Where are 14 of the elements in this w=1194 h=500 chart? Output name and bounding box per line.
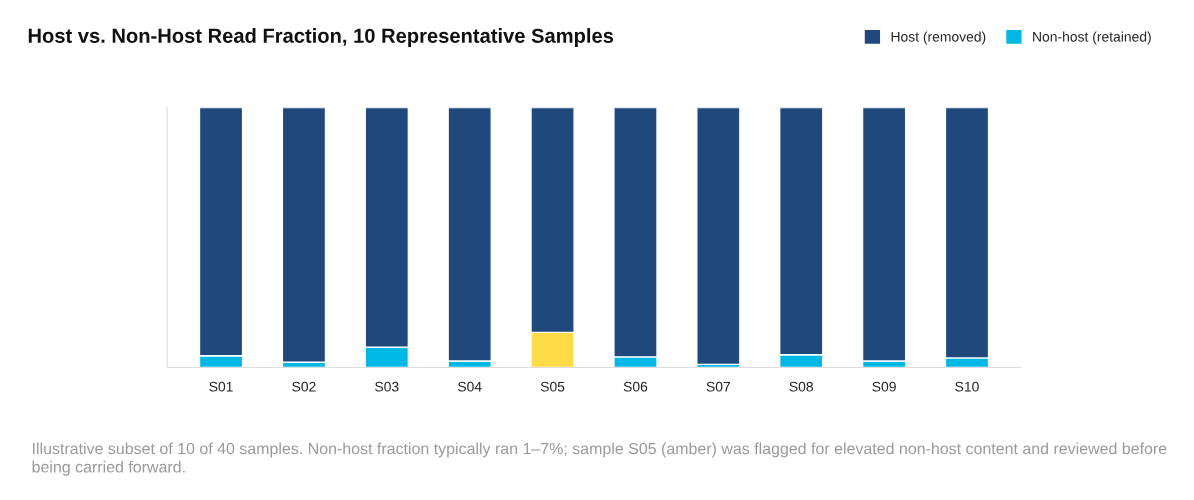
- legend-label: Host (removed): [891, 31, 986, 45]
- x-tick-label: S06: [623, 381, 648, 392]
- x-tick-label: S03: [375, 381, 399, 392]
- x-tick-label: S07: [706, 381, 730, 392]
- x-tick-label: S01: [209, 381, 233, 392]
- chart-title: Host vs. Non-Host Read Fraction, 10 Representative Samples: [28, 28, 614, 47]
- legend-label: Non-host (retained): [1033, 31, 1151, 45]
- text: Illustrative subset of 10 of 40 samples. Non-host fraction typically ran 1–7%; sample S05 (amber) was flagged for elevated non-host content and reviewed before being carried forward.: [32, 442, 1167, 476]
- x-tick-label: S02: [292, 381, 316, 392]
- x-tick-label: S05: [540, 381, 565, 392]
- x-tick-label: S04: [457, 381, 482, 392]
- x-tick-label: S08: [789, 381, 813, 392]
- x-tick-label: S10: [955, 381, 979, 392]
- x-tick-label: S09: [872, 381, 896, 392]
